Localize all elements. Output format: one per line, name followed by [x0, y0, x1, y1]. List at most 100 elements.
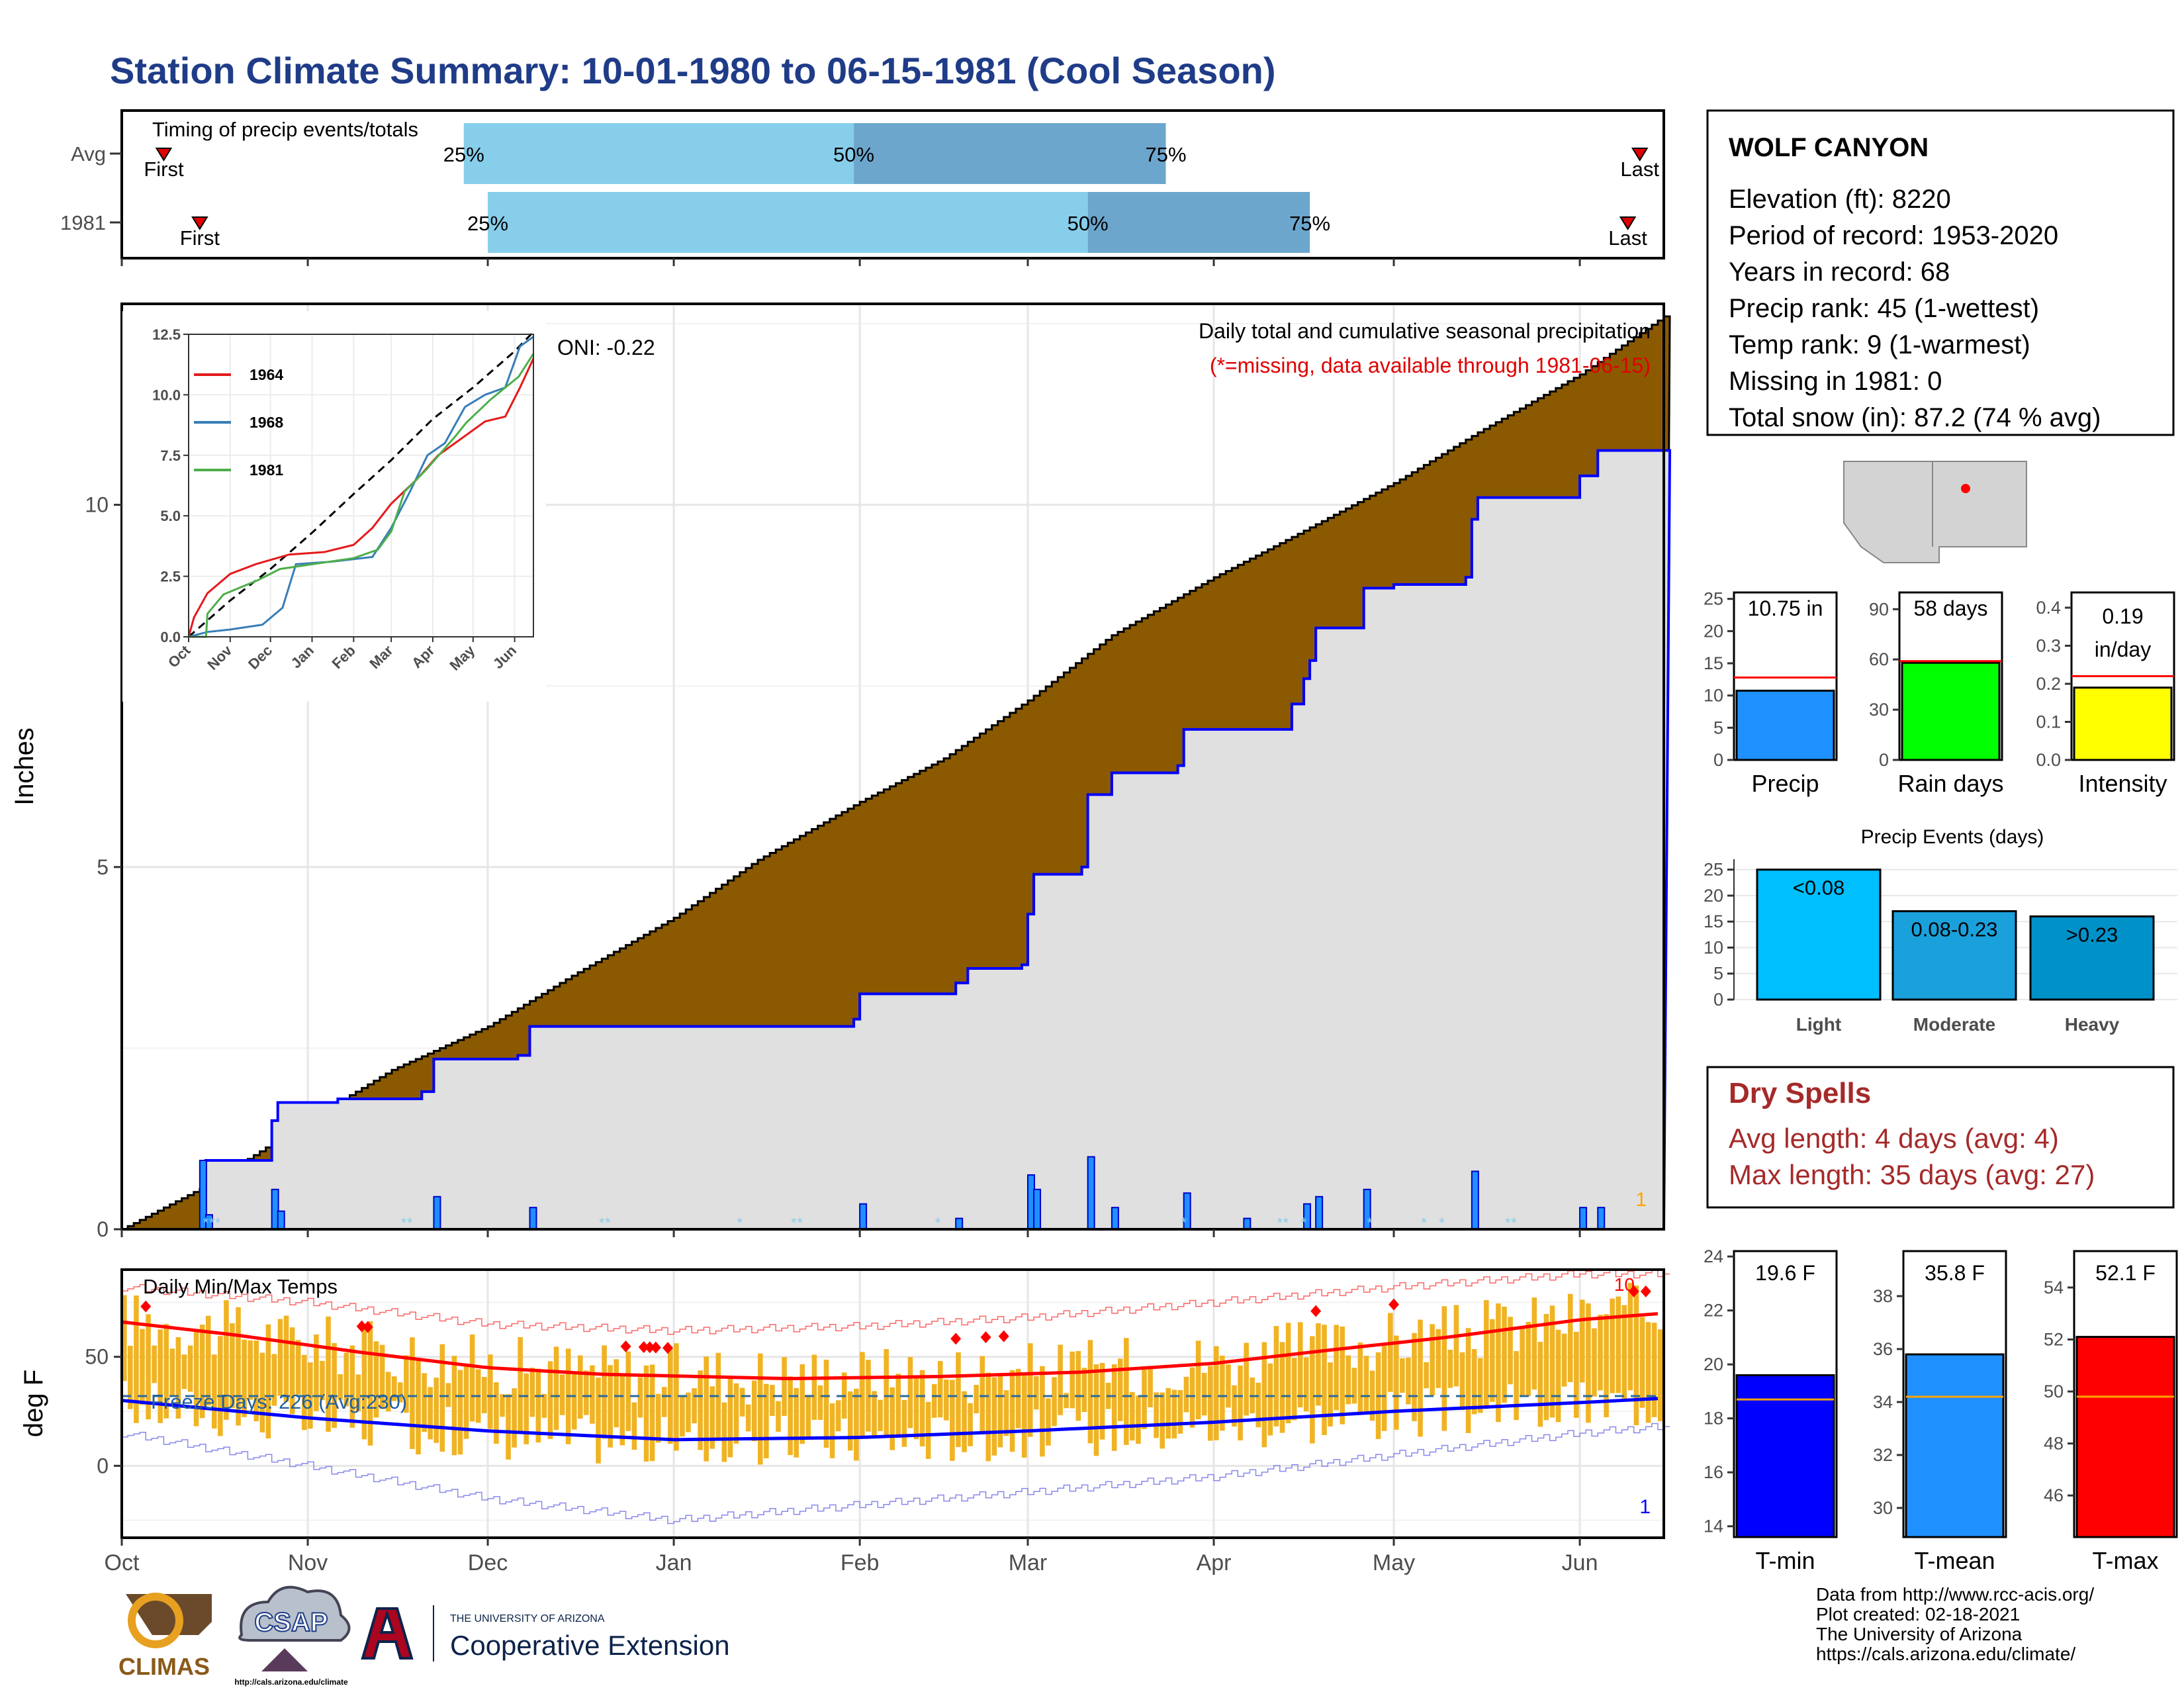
daily-temp-bar — [794, 1387, 799, 1458]
daily-precip-bar — [1315, 1196, 1324, 1230]
daily-temp-bar — [1003, 1390, 1009, 1436]
daily-temp-bar — [751, 1380, 757, 1442]
daily-temp-bar — [1244, 1342, 1249, 1416]
daily-temp-bar — [289, 1327, 295, 1415]
daily-temp-bar — [1136, 1395, 1141, 1444]
daily-temp-bar — [152, 1345, 157, 1383]
month-tick-label: Mar — [1009, 1550, 1048, 1575]
first-event-marker — [191, 216, 208, 230]
daily-temp-bar — [1340, 1326, 1345, 1425]
precip-corner-label: 1 — [1635, 1189, 1647, 1211]
snow-marker: * — [203, 1215, 209, 1231]
daily-temp-bar — [637, 1377, 643, 1418]
daily-temp-bar — [1627, 1283, 1633, 1391]
daily-temp-bar — [1034, 1376, 1039, 1410]
daily-temp-bar — [469, 1335, 475, 1422]
temp-summary-name: T-max — [2092, 1547, 2158, 1574]
daily-temp-bar — [1124, 1338, 1129, 1445]
daily-temp-bar — [314, 1334, 319, 1411]
temp-corner-bottom: 1 — [1639, 1496, 1651, 1518]
daily-precip-bar — [1579, 1207, 1588, 1230]
snow-marker: * — [401, 1215, 407, 1231]
daily-temp-bar — [451, 1356, 457, 1456]
daily-temp-bar — [230, 1323, 235, 1409]
daily-temp-bar — [1543, 1313, 1549, 1421]
daily-temp-bar — [1322, 1325, 1327, 1435]
daily-temp-bar — [1093, 1364, 1099, 1456]
daily-temp-bar — [848, 1391, 853, 1451]
snow-marker: * — [791, 1215, 797, 1231]
snow-marker: * — [209, 1215, 215, 1231]
daily-temp-bar — [829, 1403, 835, 1458]
dry-spells-title: Dry Spells — [1729, 1077, 1871, 1109]
daily-temp-bar — [1580, 1299, 1585, 1383]
daily-temp-bar — [535, 1368, 541, 1443]
daily-temp-bar — [541, 1393, 547, 1418]
daily-temp-bar — [134, 1295, 139, 1423]
daily-temp-bar — [559, 1374, 565, 1415]
daily-temp-bar — [584, 1370, 589, 1415]
climas-logo-sun — [128, 1593, 183, 1648]
temp-corner-top: 10 — [1614, 1274, 1635, 1295]
daily-temp-bar — [1508, 1317, 1513, 1385]
daily-temp-bar — [962, 1391, 967, 1452]
daily-temp-bar — [1148, 1366, 1153, 1408]
events-y-tick-label: 10 — [1704, 937, 1723, 957]
snow-marker: * — [1301, 1215, 1307, 1231]
daily-temp-bar — [236, 1307, 241, 1426]
cumulative-1981-area — [122, 449, 1672, 1231]
timing-q75-label: 75% — [1289, 212, 1330, 235]
daily-temp-bar — [1214, 1346, 1219, 1440]
temp-summary-bars: 14 16 18 20 22 24 19.6 F T-min 30 32 34 36 38 35.8 F T… — [1704, 1246, 2178, 1574]
inset-series-line-1981 — [189, 353, 535, 638]
inset-y-tick-label: 5.0 — [160, 508, 181, 524]
precip-frame — [120, 303, 1665, 1231]
oni-annotation: ONI: -0.22 — [557, 336, 655, 359]
station-info-line: Total snow (in): 87.2 (74 % avg) — [1729, 403, 2101, 432]
daily-temp-bar — [404, 1355, 409, 1413]
daily-temp-bar — [704, 1356, 709, 1462]
daily-temp-bar — [338, 1374, 343, 1400]
summary-y-tick-label: 15 — [1704, 653, 1723, 673]
daily-temp-bar — [1310, 1336, 1315, 1444]
temp-summary-y-tick-label: 50 — [2044, 1382, 2064, 1401]
daily-temp-bar — [1177, 1389, 1183, 1434]
logos: CLIMAS CSAP http://cals.arizona.edu/climat… — [118, 1585, 730, 1687]
inset-y-tick-label: 12.5 — [152, 326, 181, 343]
record-high-marker — [662, 1342, 674, 1354]
inset-legend-label: 1964 — [250, 366, 283, 383]
summary-bars: 0 5 10 15 20 25 10.75 in Precip 0 30 60 90 58 days Ra… — [1704, 589, 2175, 797]
daily-temp-bar — [1459, 1352, 1465, 1411]
daily-temp-bar — [1238, 1365, 1243, 1440]
daily-precip-bar — [859, 1203, 868, 1231]
daily-temp-bar — [661, 1387, 667, 1417]
record-high-marker — [356, 1320, 367, 1333]
snow-marker: * — [1277, 1215, 1283, 1231]
summary-y-tick-label: 25 — [1704, 589, 1723, 609]
station-info-line: Years in record: 68 — [1729, 258, 1950, 287]
daily-temp-bar — [1027, 1343, 1033, 1437]
daily-temp-bar — [776, 1401, 781, 1432]
daily-temp-bar — [361, 1328, 367, 1440]
daily-temp-bar — [1561, 1333, 1567, 1387]
station-info-box: WOLF CANYON Elevation (ft): 8220 Period of… — [1706, 109, 2175, 436]
temp-y-tick-label: 0 — [97, 1454, 109, 1477]
summary-y-tick-label: 5 — [1713, 718, 1723, 737]
daily-temp-bar — [295, 1340, 301, 1395]
daily-temp-bar — [1586, 1303, 1591, 1423]
daily-temp-bar — [872, 1391, 877, 1438]
daily-temp-bar — [1040, 1366, 1045, 1457]
daily-temp-bar — [355, 1374, 361, 1411]
temp-summary-y-tick-label: 14 — [1704, 1517, 1723, 1536]
temp-summary-y-tick-label: 46 — [2044, 1485, 2064, 1505]
daily-temp-bar — [655, 1393, 661, 1443]
daily-temp-bar — [835, 1400, 841, 1432]
temp-summary-y-tick-label: 52 — [2044, 1330, 2064, 1350]
daily-temp-bar — [1207, 1366, 1213, 1441]
summary-panel-name: Precip — [1751, 770, 1819, 797]
station-info-line: Temp rank: 9 (1-warmest) — [1729, 330, 2030, 359]
daily-temp-bar — [770, 1385, 775, 1416]
last-event-marker — [1631, 148, 1649, 162]
daily-temp-bar — [1610, 1298, 1615, 1393]
temp-y-tick-label: 50 — [85, 1345, 109, 1369]
